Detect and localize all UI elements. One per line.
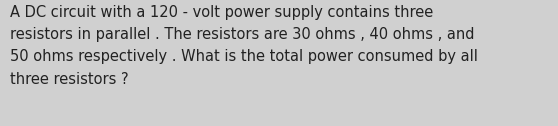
Text: A DC circuit with a 120 - volt power supply contains three
resistors in parallel: A DC circuit with a 120 - volt power sup… (10, 5, 478, 87)
